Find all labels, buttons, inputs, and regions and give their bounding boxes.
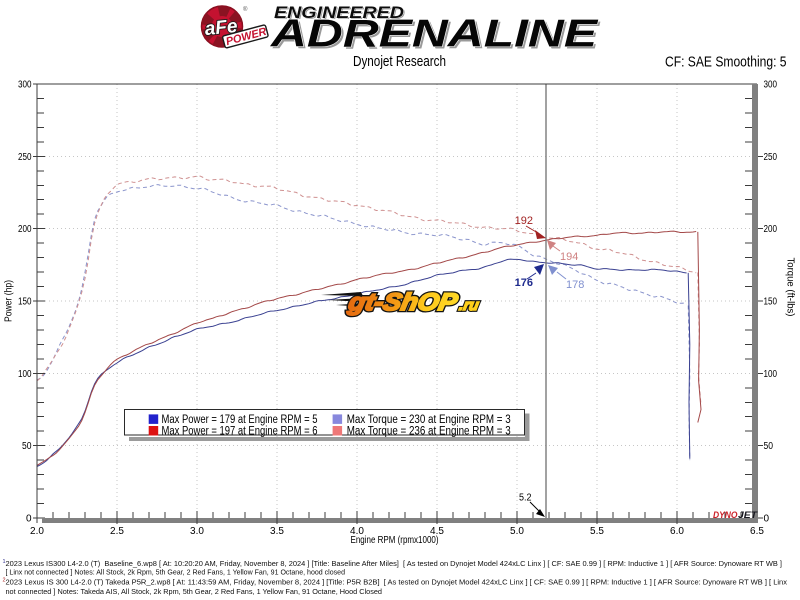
svg-text:DYNO: DYNO [713, 510, 738, 521]
svg-text:5.2: 5.2 [519, 493, 532, 504]
svg-text:1: 1 [3, 559, 6, 565]
svg-text:3.0: 3.0 [190, 526, 204, 537]
svg-text:300: 300 [18, 80, 32, 91]
svg-text:250: 250 [18, 152, 32, 163]
svg-text:.ru: .ru [458, 297, 480, 314]
svg-text:ADRENALINE: ADRENALINE [270, 13, 599, 56]
svg-text:Engine RPM (rpmx1000): Engine RPM (rpmx1000) [351, 535, 439, 546]
svg-text:300: 300 [764, 80, 778, 91]
svg-text:6.0: 6.0 [670, 526, 684, 537]
svg-text:2.5: 2.5 [110, 526, 124, 537]
svg-text:250: 250 [764, 152, 778, 163]
svg-text:gt-ShOP: gt-ShOP [345, 289, 460, 316]
svg-text:178: 178 [566, 279, 584, 291]
svg-text:Dynojet Research: Dynojet Research [353, 53, 446, 70]
svg-text:0: 0 [764, 514, 770, 525]
svg-text:ENGINEERED: ENGINEERED [275, 5, 405, 23]
svg-text:[ Linx not connected ] Notes:: [ Linx not connected ] Notes: All Stock,… [6, 570, 346, 577]
svg-text:100: 100 [18, 369, 32, 380]
svg-text:50: 50 [764, 441, 774, 452]
svg-text:CF: SAE Smoothing: 5: CF: SAE Smoothing: 5 [665, 54, 787, 71]
svg-text:2: 2 [3, 578, 6, 584]
svg-text:150: 150 [18, 297, 32, 308]
svg-text:.ru: .ru [458, 297, 480, 314]
svg-text:176: 176 [515, 277, 533, 289]
svg-text:5.5: 5.5 [590, 526, 604, 537]
svg-text:4.0: 4.0 [350, 526, 364, 537]
svg-text:200: 200 [764, 224, 778, 235]
svg-text:Max Power = 179 at Engine RPM: Max Power = 179 at Engine RPM = 5 [162, 414, 318, 426]
svg-text:6.5: 6.5 [750, 526, 764, 537]
svg-text:Max Torque = 236 at Engine RPM: Max Torque = 236 at Engine RPM = 3 [347, 425, 511, 437]
svg-text:Max Torque = 230 at Engine RPM: Max Torque = 230 at Engine RPM = 3 [347, 414, 511, 426]
svg-text:150: 150 [764, 297, 778, 308]
svg-text:3.5: 3.5 [270, 526, 284, 537]
svg-text:gt-ShOP: gt-ShOP [345, 289, 460, 316]
svg-text:Torque (ft-lbs): Torque (ft-lbs) [785, 258, 796, 317]
svg-text:2023 Lexus IS 300 L4-2.0 (T) T: 2023 Lexus IS 300 L4-2.0 (T) Takeda P5R_… [6, 580, 788, 587]
svg-text:200: 200 [18, 224, 32, 235]
svg-text:not connected ] Notes: Takeda: not connected ] Notes: Takeda AIS, All S… [6, 589, 383, 596]
svg-text:192: 192 [515, 215, 533, 227]
svg-text:4.5: 4.5 [430, 526, 444, 537]
svg-text:5.0: 5.0 [510, 526, 524, 537]
svg-text:ADRENALINE: ADRENALINE [272, 15, 601, 58]
svg-text:0: 0 [26, 514, 32, 525]
svg-text:2023 Lexus IS300 L4-2.0 (T) B: 2023 Lexus IS300 L4-2.0 (T) Baseline_6.w… [6, 561, 783, 568]
svg-text:50: 50 [22, 441, 32, 452]
svg-text:100: 100 [764, 369, 778, 380]
svg-text:®: ® [243, 6, 248, 13]
svg-text:Max Power = 197 at Engine RPM: Max Power = 197 at Engine RPM = 6 [162, 425, 318, 437]
svg-text:Power (hp): Power (hp) [4, 280, 15, 322]
svg-text:194: 194 [560, 251, 578, 263]
svg-text:2.0: 2.0 [30, 526, 44, 537]
svg-text:ENGINEERED: ENGINEERED [274, 4, 404, 22]
svg-text:JET: JET [738, 510, 758, 521]
